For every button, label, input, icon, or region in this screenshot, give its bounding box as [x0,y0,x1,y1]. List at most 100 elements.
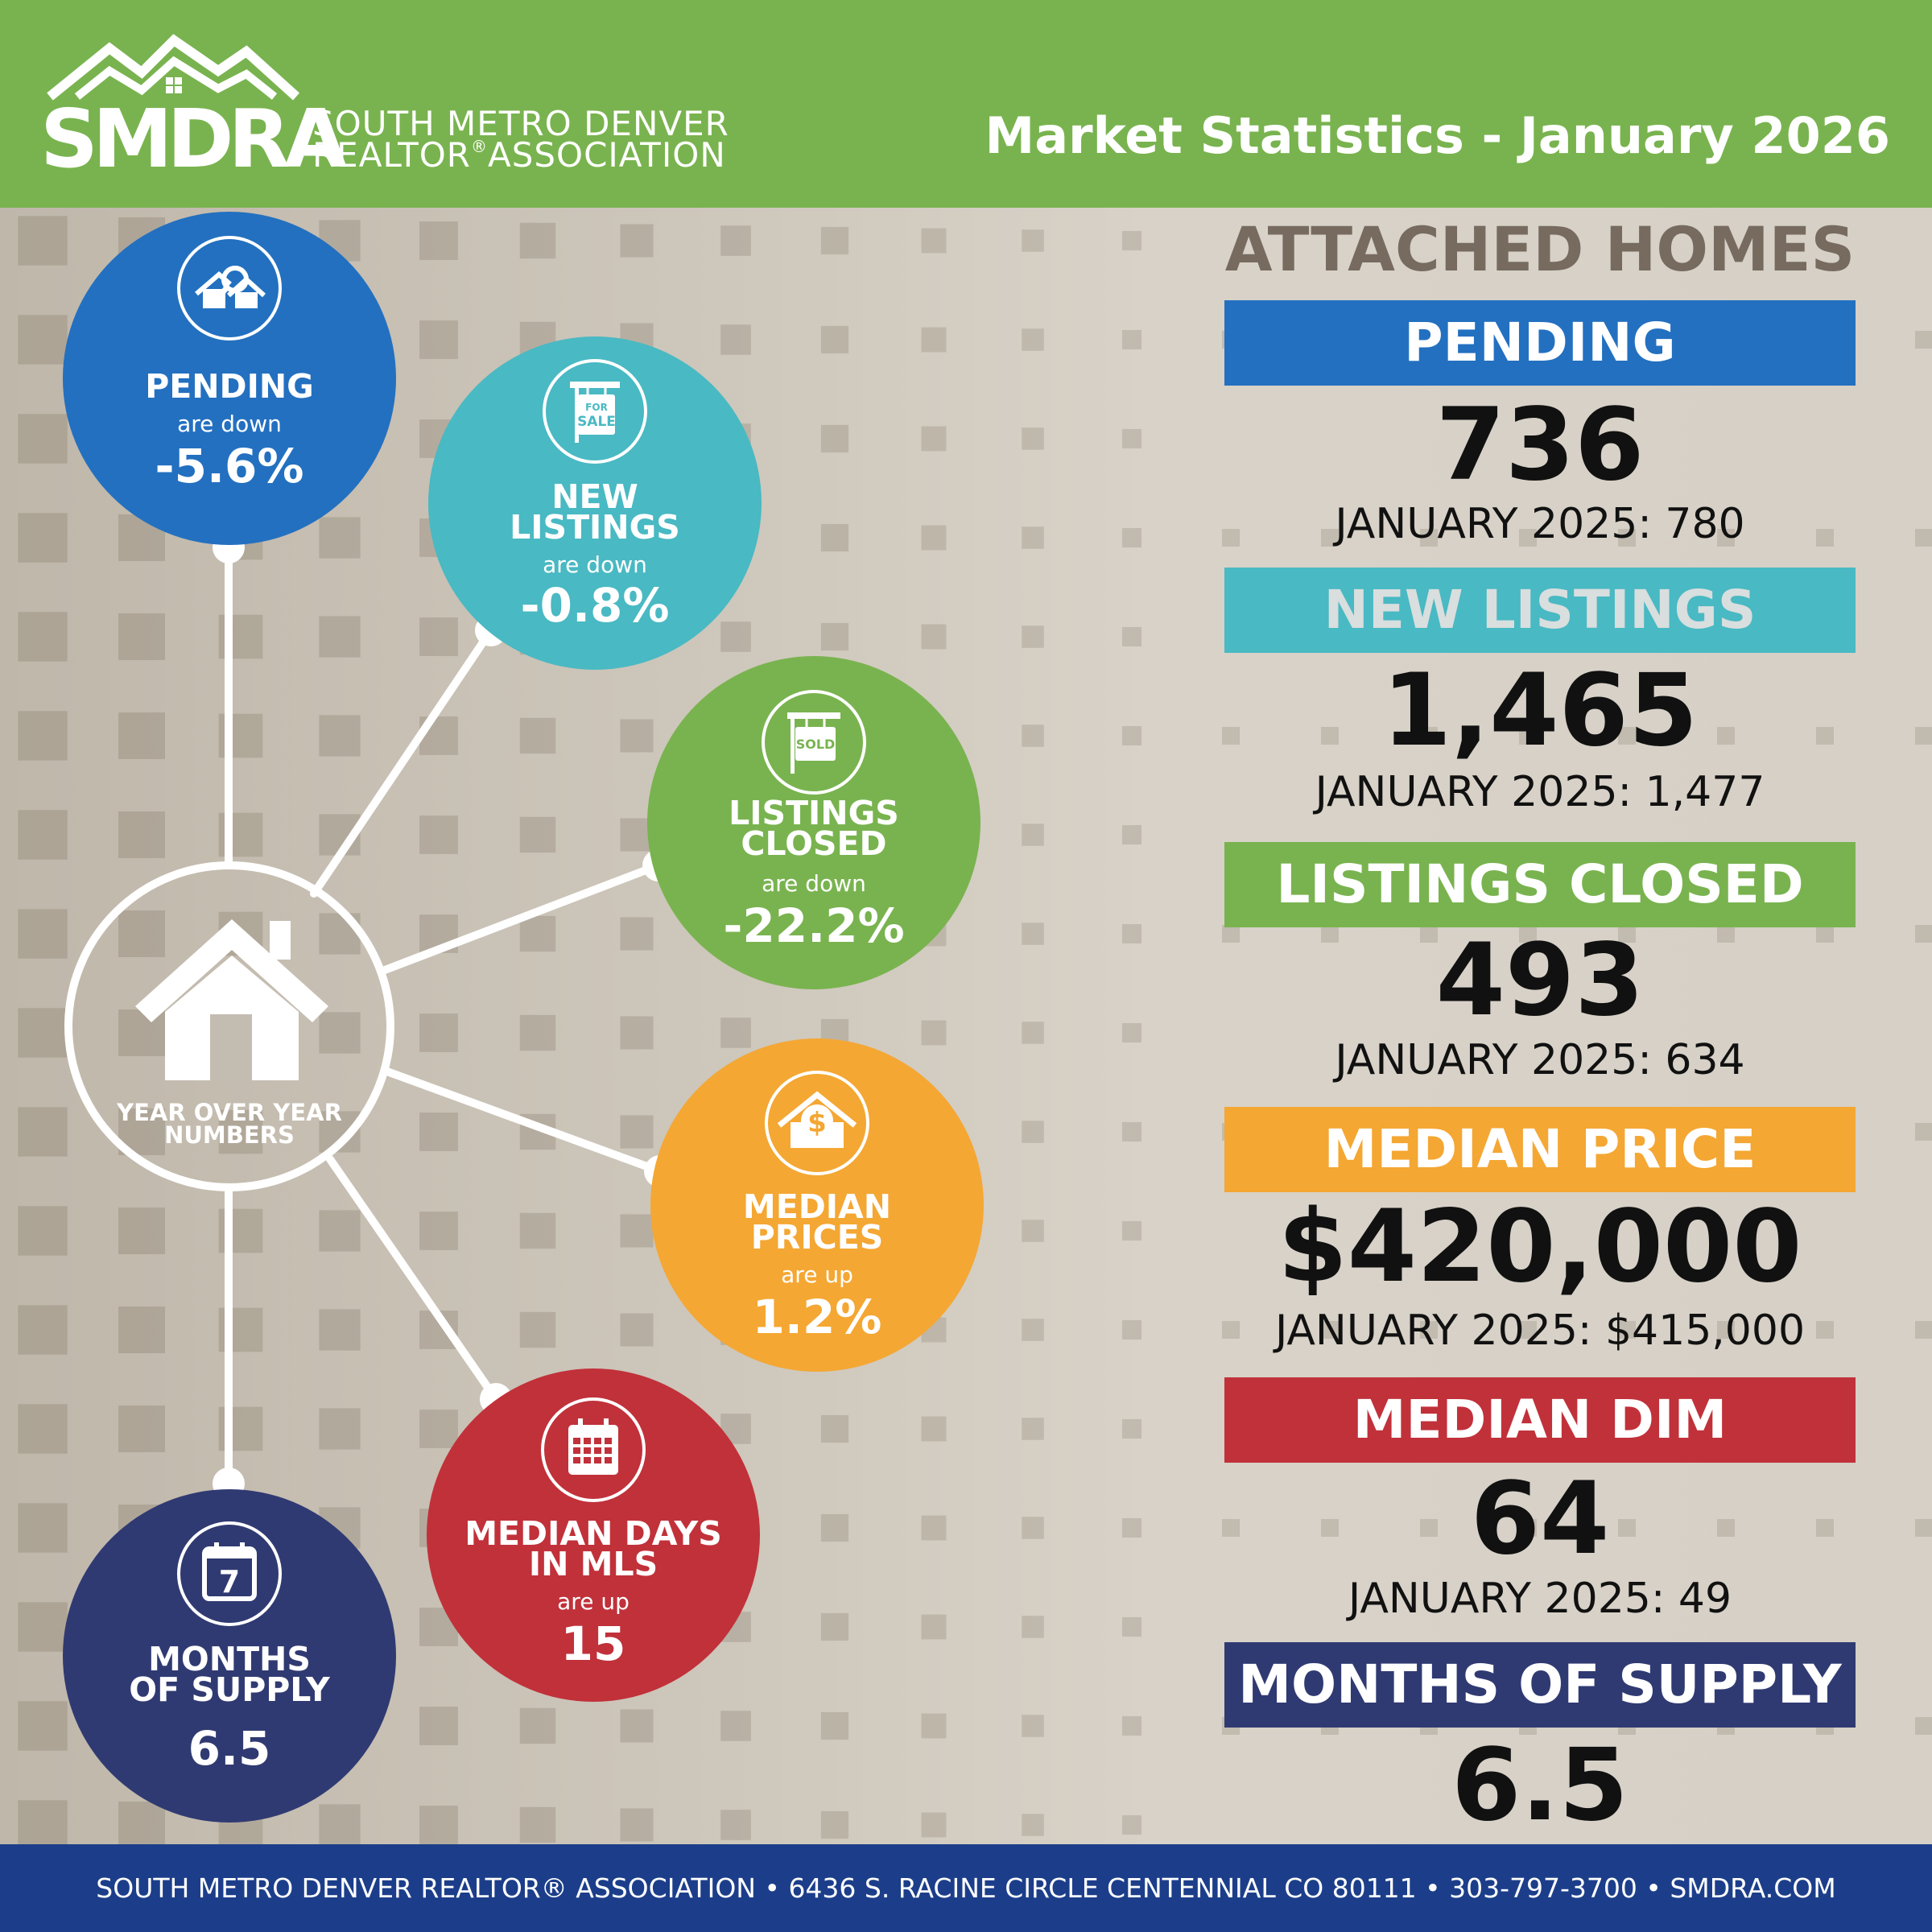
hub-label-line1: YEAR OVER YEAR [117,1099,342,1126]
median-days-circle-sub: are up [557,1588,630,1615]
background-square [1121,230,1142,251]
background-square [820,523,849,552]
background-square [18,1206,68,1256]
median-days-circle-title2: IN MLS [528,1545,658,1583]
for-sale-sign-icon: FOR SALE [543,359,647,464]
median-price-prev-year: JANUARY 2025: $415,000 [1274,1307,1806,1355]
months-of-supply-circle-title2: OF SUPPLY [129,1670,330,1709]
median-dim-bar: MEDIAN DIM [1224,1377,1856,1463]
background-square [620,1214,654,1248]
background-square [1121,1616,1142,1637]
background-square [319,517,361,559]
listings-closed-circle-value: -22.2% [723,898,905,953]
background-square [118,1406,165,1452]
background-square [1022,229,1044,252]
background-square [319,1804,361,1846]
logo-name-line2: REALTOR®ASSOCIATION [312,138,726,172]
background-square [921,624,947,650]
for-sale-text-2: SALE [577,414,616,430]
background-square [820,1513,849,1542]
background-square [1717,727,1735,745]
background-square [820,622,849,651]
background-square [519,1014,556,1051]
background-square [1022,526,1044,549]
background-square [18,711,68,761]
background-square [1717,1519,1735,1537]
background-square [1121,1814,1142,1835]
sold-text: SOLD [796,737,836,752]
background-square [18,1503,68,1553]
background-square [118,712,165,759]
listings-closed-circle[interactable]: SOLD LISTINGS CLOSED are down -22.2% [647,656,980,989]
background-square [419,1707,458,1745]
background-square [820,1810,849,1839]
background-square [319,1210,361,1252]
background-square [118,613,165,660]
median-prices-circle-title2: PRICES [750,1218,884,1257]
background-square [1121,626,1142,647]
background-square [519,222,556,259]
background-square [118,1802,165,1848]
background-square [1717,925,1735,943]
background-square [921,1515,947,1541]
background-square [720,225,751,256]
background-square [1121,428,1142,449]
background-square [1222,727,1240,745]
listings-closed-circle-title1: LISTINGS [729,794,899,832]
background-square [720,1711,751,1741]
background-square [1121,329,1142,350]
listings-closed-bar: LISTINGS CLOSED [1224,842,1856,927]
background-square [1022,1220,1044,1242]
background-square [1321,925,1339,943]
background-square [419,815,458,854]
new-listings-circle-title2: LISTINGS [510,508,680,547]
background-square [620,1313,654,1347]
smdra-logo[interactable]: SMDRA SOUTH METRO DENVER REALTOR®ASSOCIA… [40,24,765,180]
new-listings-prev-year: JANUARY 2025: 1,477 [1315,768,1765,816]
background-square [1816,1519,1834,1537]
background-square [519,915,556,952]
median-days-circle[interactable]: MEDIAN DAYS IN MLS are up 15 [427,1368,760,1702]
months-of-supply-circle[interactable]: 7 MONTHS OF SUPPLY 6.5 [63,1489,396,1823]
background-square [921,228,947,254]
pending-circle[interactable]: PENDING are down -5.6% [63,212,396,545]
background-square [1717,1321,1735,1339]
dollar-text: $ [807,1107,827,1139]
background-square [18,216,68,266]
pending-circle-sub: are down [177,411,282,437]
background-square [921,1812,947,1838]
background-square [1915,1321,1932,1339]
year-over-year-hub: YEAR OVER YEAR NUMBERS [64,861,394,1191]
background-square [1121,824,1142,845]
background-square [1022,1715,1044,1737]
background-square [1915,529,1932,547]
background-square [519,717,556,754]
background-square [18,1602,68,1652]
background-square [1519,1321,1537,1339]
new-listings-circle-sub: are down [543,551,647,578]
background-square [1121,923,1142,944]
background-square [820,424,849,453]
background-square [319,715,361,757]
background-square [1915,925,1932,943]
house-icon [135,919,328,1080]
median-dim-prev-year: JANUARY 2025: 49 [1348,1575,1732,1623]
background-square [18,513,68,563]
registered-mark: ® [470,137,488,156]
median-prices-circle[interactable]: $ MEDIAN PRICES are up 1.2% [650,1038,984,1372]
background-square [820,226,849,255]
background-square [419,1806,458,1844]
new-listings-circle[interactable]: FOR SALE NEW LISTINGS are down -0.8% [428,336,762,670]
median-days-circle-value: 15 [560,1616,626,1671]
logo-name-line1: SOUTH METRO DENVER [312,104,729,143]
background-square [620,1808,654,1842]
median-prices-circle-sub: are up [781,1261,853,1288]
median-dim-value: 64 [1470,1461,1610,1577]
new-listings-bar: NEW LISTINGS [1224,568,1856,653]
background-square [820,1711,849,1740]
background-square [921,1020,947,1046]
background-square [1519,925,1537,943]
background-square [1222,1519,1240,1537]
background-square [1022,1517,1044,1539]
house-dollar-icon: $ [765,1071,869,1175]
